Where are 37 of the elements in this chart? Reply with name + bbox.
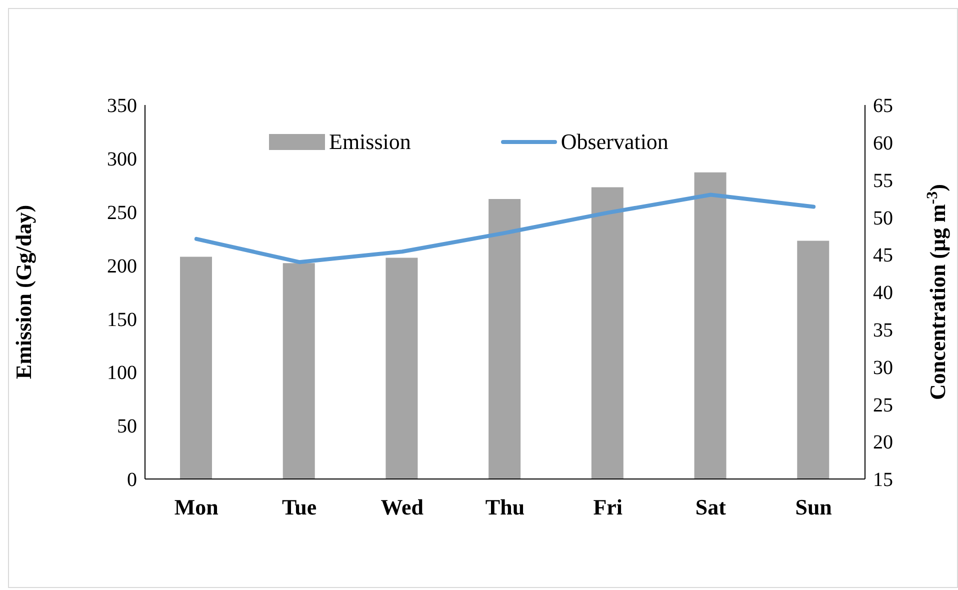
bar	[591, 187, 624, 479]
y-axis-title: Emission (Gg/day)	[11, 204, 36, 380]
y2-tick-label: 20	[873, 432, 893, 454]
y-tick-label: 300	[107, 148, 137, 171]
y2-tick-label: 50	[873, 207, 893, 230]
x-tick-label: Tue	[282, 494, 317, 520]
x-tick-label: Mon	[174, 494, 218, 520]
y-tick-label: 150	[107, 308, 137, 331]
y-tick-label: 50	[117, 416, 137, 438]
y2-tick-label: 55	[873, 170, 893, 192]
y2-tick-label: 35	[873, 320, 893, 342]
y2-tick-label: 40	[873, 282, 893, 304]
x-tick-label: Sun	[795, 494, 832, 520]
bar	[282, 263, 315, 479]
y2-tick-label: 65	[873, 95, 893, 118]
y-tick-label: 350	[107, 95, 137, 118]
x-tick-label: Thu	[485, 494, 525, 520]
y2-tick-label: 45	[873, 244, 893, 267]
bar	[488, 199, 521, 479]
y2-tick-label: 60	[873, 132, 893, 154]
y-tick-label: 100	[107, 362, 137, 384]
y2-tick-label: 15	[873, 469, 893, 492]
x-tick-label: Fri	[593, 494, 623, 520]
y2-tick-label: 25	[873, 394, 893, 416]
bar	[694, 172, 726, 479]
y2-tick-label: 30	[873, 356, 893, 379]
bar	[797, 240, 830, 479]
legend-label: Observation	[560, 129, 668, 155]
y-tick-label: 200	[107, 255, 137, 278]
bar	[386, 258, 418, 479]
line-series	[194, 192, 816, 264]
legend-label: Emission	[329, 129, 411, 155]
y-tick-label: 250	[107, 202, 137, 224]
x-tick-label: Wed	[380, 494, 424, 520]
y-tick-label: 0	[127, 469, 137, 492]
bar	[180, 256, 212, 479]
x-tick-label: Sat	[695, 494, 727, 520]
